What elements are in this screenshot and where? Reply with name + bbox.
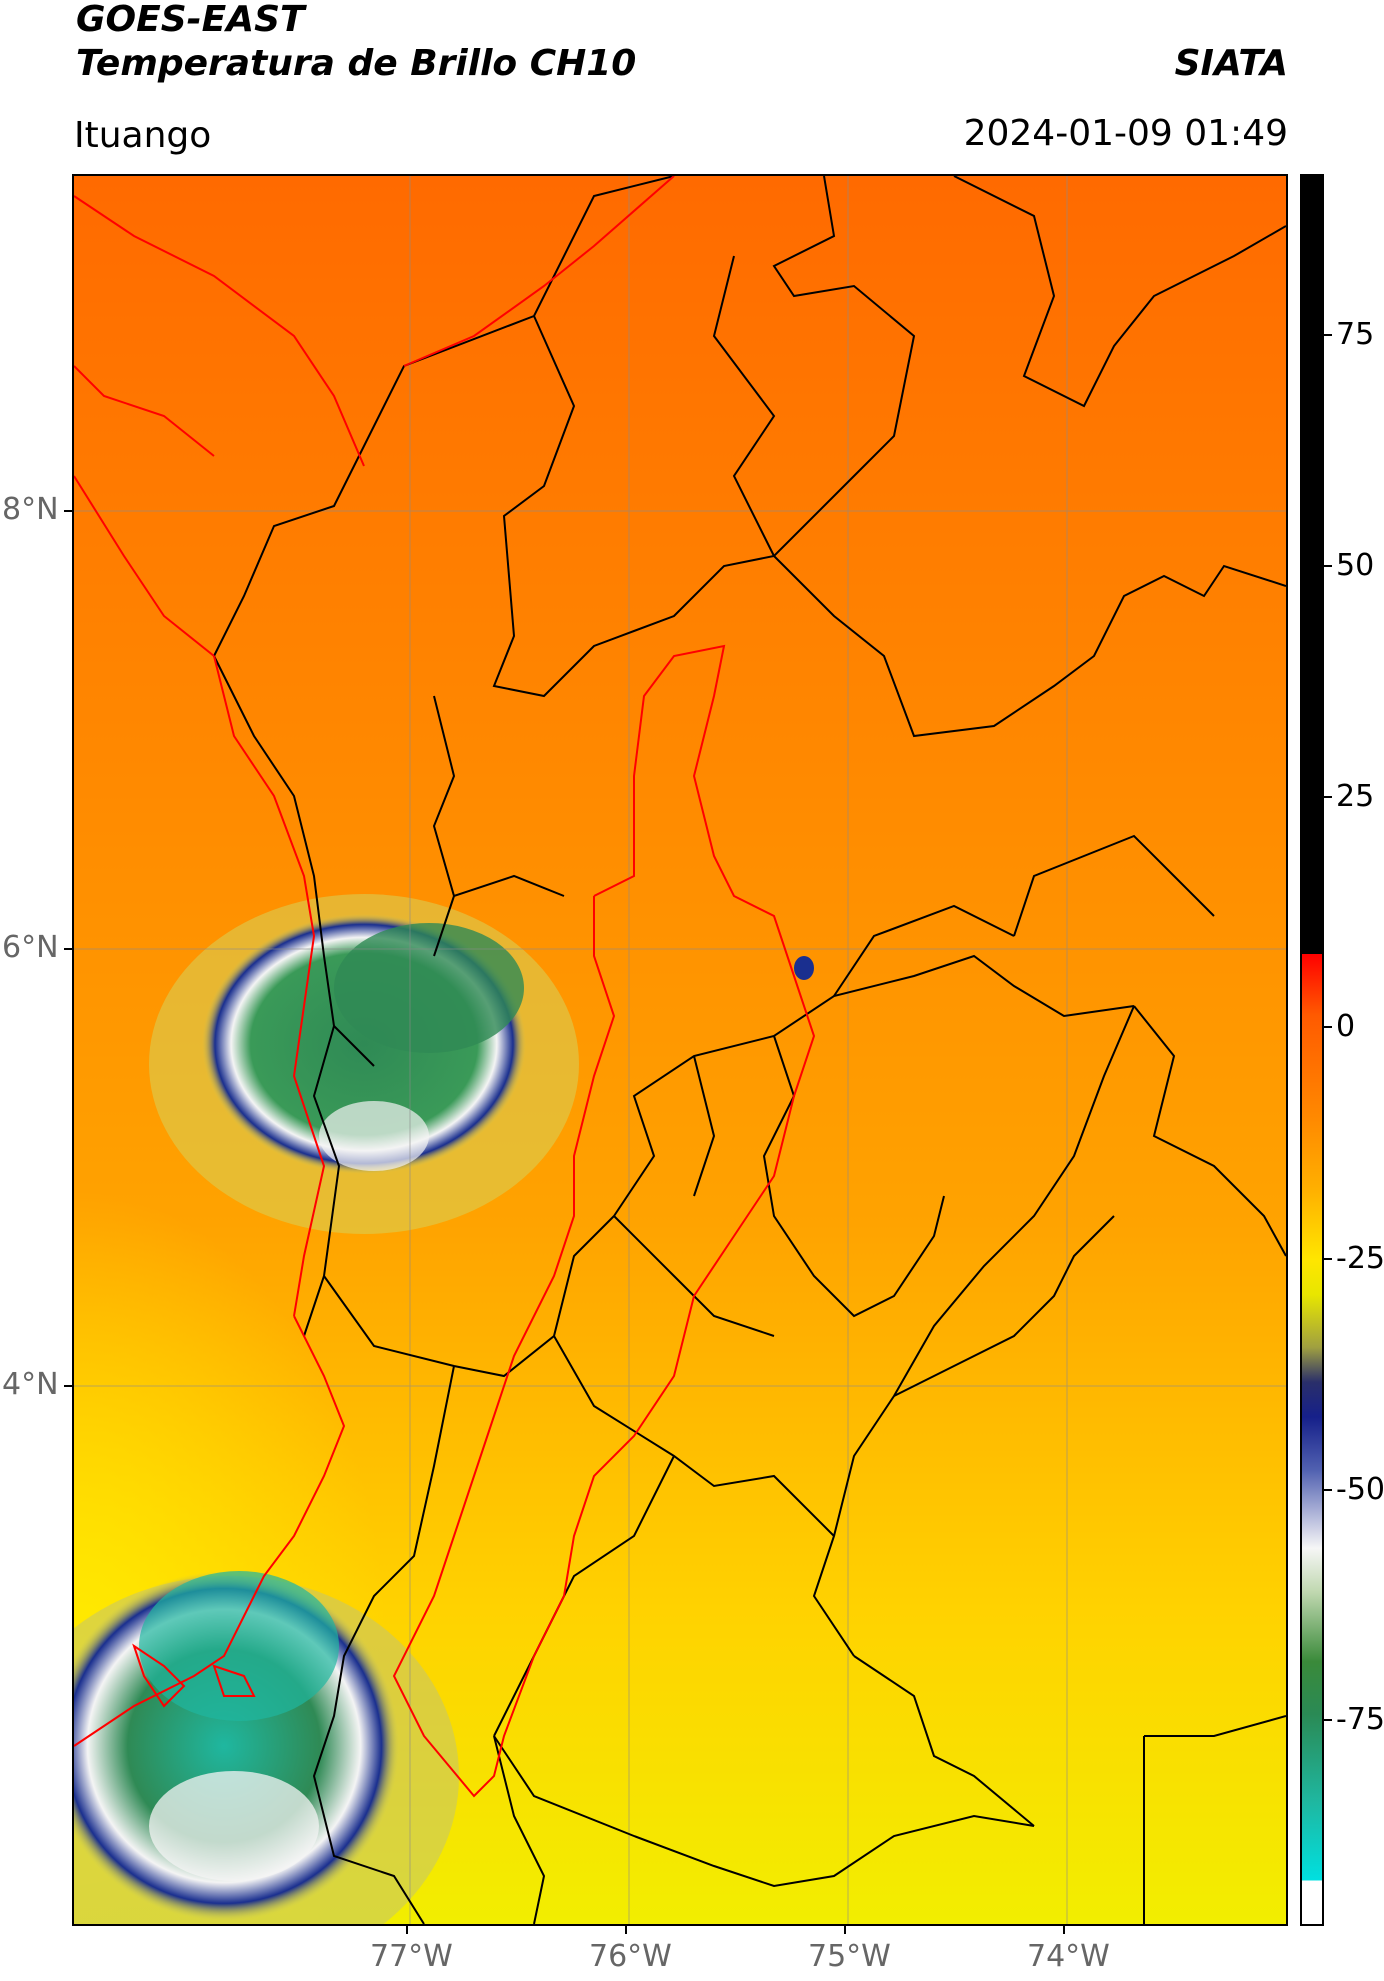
- colorbar-tick-0: 0: [1336, 1009, 1356, 1044]
- product-title: Temperatura de Brillo CH10: [76, 43, 637, 84]
- lon-tick-74w: 74°W: [1027, 1939, 1110, 1974]
- region-label: Ituango: [74, 115, 212, 156]
- colorbar: [1300, 174, 1324, 1926]
- lon-tick-75w: 75°W: [808, 1939, 891, 1974]
- lon-tick-77w: 77°W: [370, 1939, 453, 1974]
- colorbar-tick-50: 50: [1336, 548, 1375, 583]
- lon-tick-76w: 76°W: [589, 1939, 672, 1974]
- satellite-title: GOES-EAST: [76, 0, 305, 40]
- colorbar-tick-75: 75: [1336, 317, 1375, 352]
- colorbar-tick-minus75: -75: [1336, 1702, 1384, 1737]
- agency-label: SIATA: [1174, 43, 1288, 84]
- timestamp-label: 2024-01-09 01:49: [963, 113, 1288, 154]
- colorbar-tick-25: 25: [1336, 779, 1375, 814]
- colorbar-tick-minus25: -25: [1336, 1241, 1384, 1276]
- brightness-temperature-field: [74, 176, 1286, 1924]
- colorbar-tick-minus50: -50: [1336, 1472, 1384, 1507]
- lat-tick-4n: 4°N: [2, 1367, 59, 1402]
- satellite-map[interactable]: [72, 174, 1288, 1926]
- lat-tick-6n: 6°N: [2, 930, 59, 965]
- lat-tick-8n: 8°N: [2, 492, 59, 527]
